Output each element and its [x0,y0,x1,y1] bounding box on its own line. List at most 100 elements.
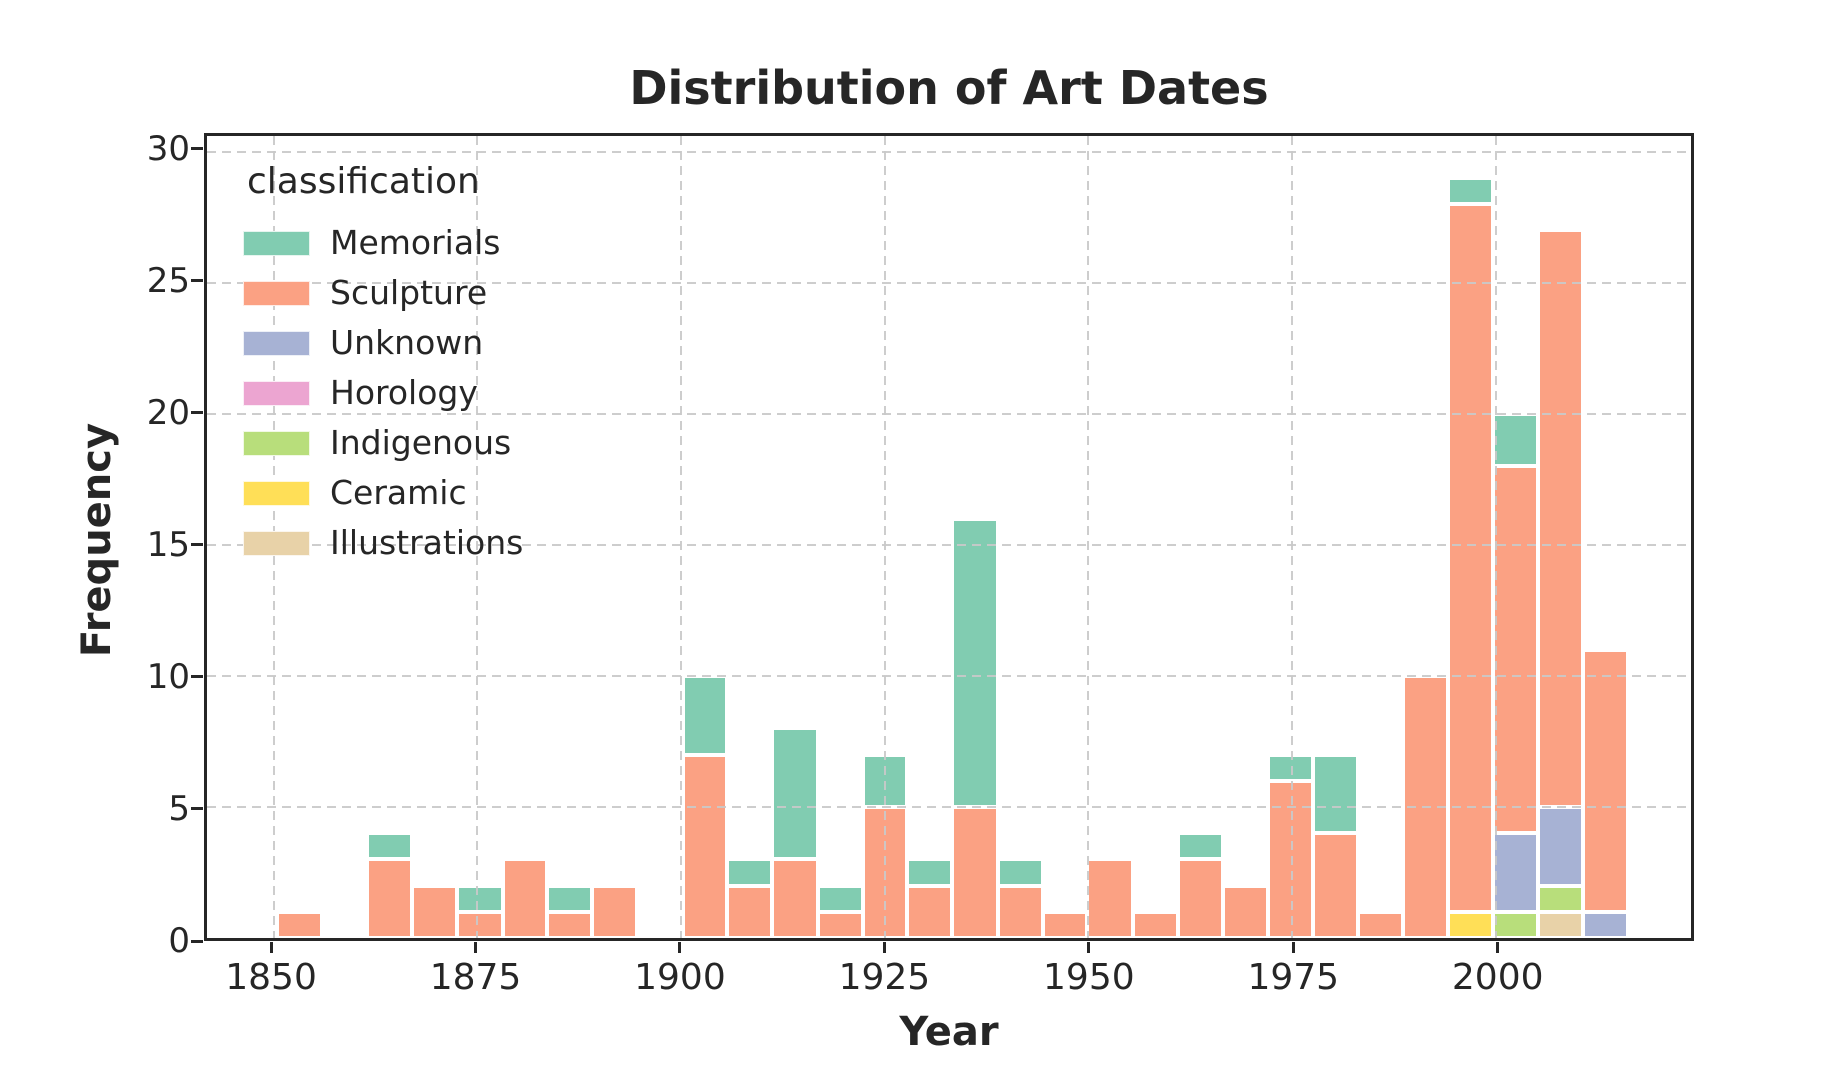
bar-1873 [457,136,503,938]
gridline-x-1925 [883,136,886,938]
gridline-y-15 [207,543,1691,546]
bar-1972-segment-memorials [1268,754,1314,781]
legend-label-illustrations: Illustrations [330,523,524,562]
y-tick-mark-30 [191,147,203,151]
y-tick-mark-25 [191,279,203,283]
legend-swatch-sculpture [243,280,310,306]
bar-1928-segment-memorials [907,859,953,886]
x-tick-label-1950: 1950 [1043,957,1135,998]
bar-1878 [502,136,548,938]
y-tick-label-30: 30 [146,128,190,169]
gridline-x-1950 [1087,136,1090,938]
x-tick-label-1925: 1925 [838,957,931,998]
bar-1978 [1313,136,1358,938]
x-tick-mark-1975 [1291,942,1295,953]
legend-item-indigenous: Indigenous [233,418,523,468]
gridline-x-1875 [476,136,479,938]
bar-1978-segment-memorials [1313,754,1358,834]
bar-1933-segment-memorials [952,518,998,807]
bar-1983-segment-sculpture [1357,911,1403,938]
bar-1906-segment-memorials [727,859,773,886]
bar-1944 [1042,136,1088,938]
y-tick-label-20: 20 [146,392,190,433]
bar-1884-segment-sculpture [547,911,593,938]
bar-1884-segment-memorials [547,885,593,912]
x-tick-mark-1875 [474,942,477,953]
bar-2005-segment-sculpture [1537,230,1584,807]
bar-1967 [1222,136,1269,938]
bar-1873-segment-memorials [457,885,503,912]
x-tick-label-2000: 2000 [1451,957,1544,998]
bar-1917 [817,136,863,938]
legend-item-sculpture: Sculpture [233,268,523,318]
y-tick-mark-0 [191,939,203,943]
bar-1961-segment-memorials [1177,833,1223,860]
bar-1956 [1133,136,1178,938]
legend: classification Memorials Sculpture Unknown… [233,160,523,568]
bar-1939-segment-memorials [997,859,1043,886]
bar-1967-segment-sculpture [1222,885,1269,938]
bar-1961 [1177,136,1223,938]
bar-1994-segment-memorials [1448,177,1494,205]
bar-1933-segment-sculpture [952,806,998,938]
bar-2011-segment-sculpture [1583,649,1629,912]
legend-title: classification [247,161,480,202]
bar-1867 [412,136,458,938]
bar-1889 [592,136,638,938]
bar-1950 [1087,136,1134,938]
gridline-x-2000 [1494,136,1497,938]
bar-2005 [1537,136,1584,938]
gridline-y-10 [207,674,1691,677]
bar-1911-segment-sculpture [772,859,818,938]
legend-label-sculpture: Sculpture [330,273,488,312]
bar-2000 [1493,136,1538,938]
y-tick-label-25: 25 [146,260,190,301]
y-tick-label-15: 15 [146,524,190,565]
y-tick-mark-10 [191,675,203,679]
bar-1978-segment-sculpture [1313,833,1358,938]
bar-1989 [1402,136,1449,938]
bar-1917-segment-memorials [817,885,863,912]
legend-item-horology: Horology [233,368,523,418]
bar-1983 [1357,136,1403,938]
x-tick-mark-1925 [882,942,886,953]
legend-swatch-unknown [243,330,310,356]
bar-2000-segment-memorials [1493,413,1538,467]
bar-1911 [772,136,818,938]
legend-swatch-horology [243,380,310,406]
gridline-x-1975 [1290,136,1293,938]
bar-1900-segment-sculpture [682,754,728,938]
bar-1994-segment-sculpture [1448,204,1494,912]
y-tick-mark-5 [191,807,203,811]
legend-label-ceramic: Ceramic [330,473,467,512]
bar-1928 [907,136,953,938]
bar-1850-segment-sculpture [277,911,322,938]
y-tick-label-5: 5 [168,788,190,829]
bar-1933 [952,136,998,938]
x-tick-mark-1900 [678,942,682,953]
legend-swatch-illustrations [243,530,310,556]
bar-1884 [547,136,593,938]
bar-1950-segment-sculpture [1087,859,1134,938]
x-tick-label-1850: 1850 [225,957,317,998]
bar-1928-segment-sculpture [907,885,953,938]
gridline-y-5 [207,805,1691,808]
bar-1862 [367,136,413,938]
x-tick-mark-2000 [1496,942,1500,953]
gridline-x-1900 [680,136,683,938]
legend-swatch-ceramic [243,480,310,506]
x-tick-label-1875: 1875 [429,957,522,998]
bar-1873-segment-sculpture [457,911,503,938]
bar-1906 [727,136,773,938]
x-tick-label-1975: 1975 [1247,957,1340,998]
x-tick-mark-1850 [269,942,273,953]
legend-label-unknown: Unknown [330,323,484,362]
legend-item-ceramic: Ceramic [233,468,523,518]
bar-1994-segment-ceramic [1448,911,1494,938]
bar-2000-segment-sculpture [1493,466,1538,834]
legend-item-memorials: Memorials [233,218,523,268]
bar-1900-segment-memorials [682,675,728,755]
bar-1850 [277,136,322,938]
bar-1911-segment-memorials [772,728,818,860]
